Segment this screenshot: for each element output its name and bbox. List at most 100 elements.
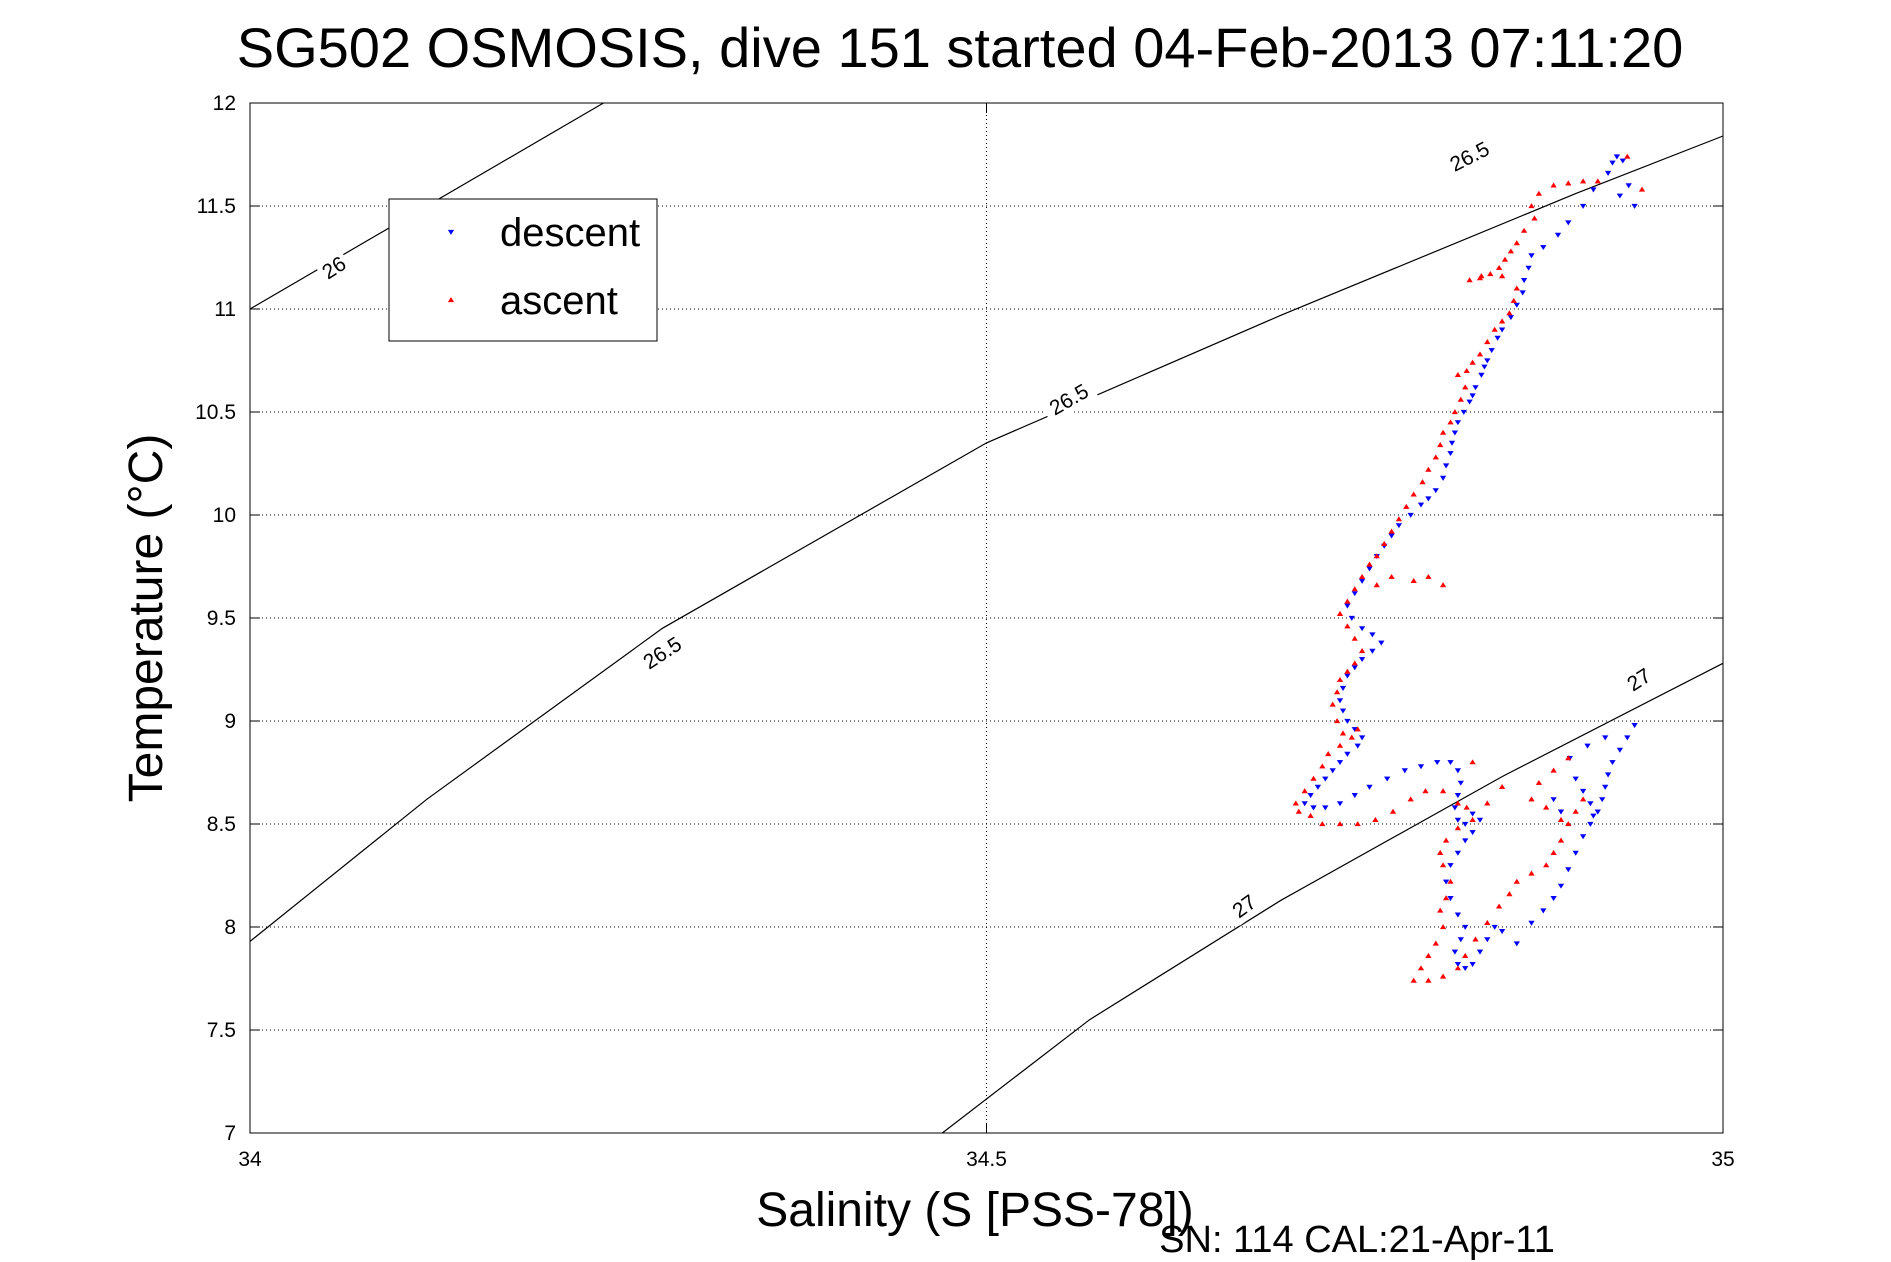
y-axis-ticks: 7 7.5 8 8.5 9 9.5 10 10.5 11 11.5 12	[195, 92, 1723, 1145]
legend-box	[388, 198, 658, 342]
contour-label-background	[1439, 132, 1500, 181]
y-tick-label: 11	[214, 298, 236, 321]
ascent-point	[1419, 479, 1426, 485]
y-tick-label: 7.5	[207, 1019, 236, 1042]
ascent-point	[1638, 186, 1646, 192]
ascent-point	[1454, 372, 1462, 378]
descent-point	[1609, 760, 1616, 766]
y-tick-label: 7	[224, 1122, 236, 1145]
ascent-point	[1557, 837, 1565, 843]
ascent-point	[1437, 849, 1444, 856]
ascent-point	[1351, 586, 1358, 592]
ascent-point	[1535, 779, 1543, 785]
ascent-point	[1292, 800, 1299, 806]
descent-point	[1594, 809, 1601, 815]
y-tick-label: 12	[213, 92, 236, 115]
ascent-point	[1491, 326, 1498, 332]
descent-point	[1369, 648, 1376, 654]
ascent-point	[1348, 734, 1355, 740]
ascent-point	[1506, 310, 1513, 316]
ascent-point	[1344, 598, 1351, 604]
descent-point	[1540, 245, 1547, 251]
ascent-point	[1425, 466, 1432, 472]
descent-point	[1469, 830, 1476, 836]
descent-point	[1447, 863, 1454, 869]
descent-point	[1572, 776, 1579, 782]
ascent-point	[1478, 273, 1485, 279]
descent-point	[1590, 813, 1597, 819]
descent-point	[1616, 747, 1624, 753]
ascent-point	[1295, 808, 1302, 814]
descent-point	[1587, 821, 1594, 827]
ascent-point	[1572, 808, 1579, 814]
ascent-point	[1351, 635, 1358, 641]
descent-point	[1378, 640, 1385, 646]
descent-point	[1498, 928, 1506, 935]
ascent-point	[1472, 936, 1479, 942]
descent-point	[1519, 290, 1526, 296]
descent-point	[1310, 805, 1317, 811]
ascent-point	[1550, 182, 1557, 188]
descent-point	[1344, 603, 1351, 609]
ascent-point	[1565, 821, 1572, 827]
descent-point	[1358, 578, 1366, 584]
ascent-point	[1373, 553, 1380, 559]
descent-point	[1525, 265, 1532, 271]
ascent-point	[1344, 623, 1351, 629]
ascent-point	[1535, 190, 1543, 196]
descent-point	[1476, 949, 1484, 955]
descent-point	[1520, 277, 1528, 284]
ascent-point	[1543, 862, 1550, 868]
ascent-point	[1354, 821, 1361, 827]
ascent-point	[1513, 285, 1520, 291]
ascent-point	[1437, 442, 1444, 448]
y-tick-label: 10	[213, 504, 236, 527]
ascent-point	[1425, 952, 1432, 959]
ascent-point	[1466, 277, 1473, 283]
ascent-point	[1417, 965, 1425, 971]
ascent-point	[1442, 837, 1450, 843]
legend: descent ascent	[388, 198, 658, 342]
descent-point	[1395, 523, 1403, 529]
descent-point	[1484, 358, 1491, 364]
ascent-series	[1292, 153, 1646, 983]
descent-point	[1550, 797, 1557, 803]
descent-point	[1466, 399, 1473, 405]
descent-series	[1301, 154, 1638, 972]
ascent-point	[1407, 796, 1414, 802]
descent-point	[1469, 811, 1476, 817]
ascent-point	[1579, 178, 1587, 184]
ascent-point	[1457, 396, 1464, 402]
descent-point	[1631, 722, 1638, 729]
descent-point	[1329, 768, 1336, 774]
descent-point	[1447, 895, 1454, 902]
descent-point	[1625, 183, 1632, 189]
descent-point	[1491, 924, 1498, 930]
descent-point	[1442, 879, 1450, 885]
legend-marker-descent	[447, 229, 455, 235]
descent-point	[1336, 801, 1344, 807]
ascent-point	[1354, 726, 1361, 732]
ascent-point	[1366, 561, 1373, 567]
descent-point	[1584, 743, 1591, 749]
descent-point	[1565, 867, 1572, 873]
descent-point	[1528, 253, 1535, 259]
ascent-point	[1565, 180, 1572, 186]
ascent-point	[1381, 540, 1388, 547]
descent-point	[1513, 302, 1520, 308]
descent-point	[1469, 961, 1476, 967]
ascent-point	[1344, 668, 1351, 674]
ascent-point	[1454, 825, 1462, 831]
density-contour-27	[941, 662, 1724, 1134]
descent-point	[1301, 801, 1308, 807]
descent-point	[1557, 883, 1565, 889]
descent-point	[1572, 850, 1579, 856]
ascent-point	[1484, 339, 1491, 345]
ascent-point	[1329, 701, 1336, 707]
descent-point	[1442, 463, 1450, 469]
ascent-point	[1528, 870, 1535, 876]
ascent-point	[1498, 784, 1506, 790]
descent-point	[1462, 821, 1469, 827]
ascent-point	[1447, 419, 1454, 425]
